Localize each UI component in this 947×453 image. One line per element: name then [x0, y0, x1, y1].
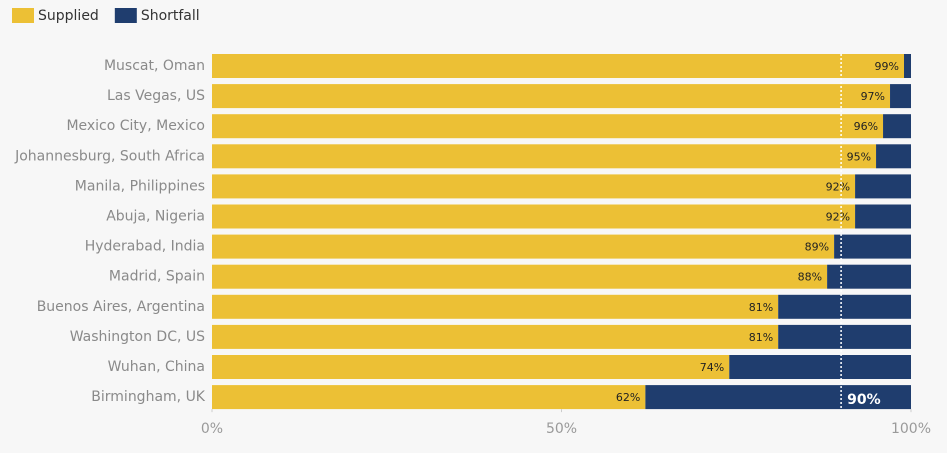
legend-label: Supplied	[38, 8, 99, 24]
bar-segment	[834, 234, 911, 259]
reference-label: 90%	[847, 392, 881, 408]
category-label: Madrid, Spain	[109, 269, 205, 285]
bar-segment	[778, 324, 911, 349]
bar-segment	[890, 84, 911, 109]
value-label: 62%	[616, 391, 640, 404]
legend-swatch	[114, 8, 137, 23]
bar-segment	[827, 264, 911, 289]
value-label: 81%	[749, 301, 773, 314]
bar-segment	[876, 144, 911, 169]
category-label: Manila, Philippines	[75, 178, 205, 194]
value-label: 89%	[805, 241, 829, 254]
bar-segment	[855, 174, 911, 199]
x-tick-label: 100%	[891, 421, 931, 437]
category-label: Mexico City, Mexico	[66, 118, 205, 134]
x-tick-label: 50%	[546, 421, 577, 437]
bar-segment	[212, 234, 835, 259]
bar-segment	[212, 324, 779, 349]
category-label: Hyderabad, India	[85, 239, 205, 255]
category-label: Birmingham, UK	[91, 389, 206, 405]
bar-segment	[212, 264, 828, 289]
category-label: Buenos Aires, Argentina	[37, 299, 205, 315]
bar-segment	[212, 144, 877, 169]
value-label: 92%	[826, 180, 850, 193]
value-label: 96%	[854, 120, 878, 133]
bar-segment	[904, 54, 911, 78]
value-label: 95%	[847, 150, 871, 163]
category-label: Washington DC, US	[70, 329, 205, 345]
category-label: Wuhan, China	[108, 359, 205, 375]
bar-segment	[212, 174, 856, 199]
legend-label: Shortfall	[141, 8, 200, 24]
bar-segment	[883, 114, 911, 139]
bar-segment	[212, 204, 856, 229]
value-label: 74%	[700, 361, 724, 374]
value-label: 97%	[861, 90, 885, 103]
bar-segment	[778, 294, 911, 319]
bar-segment	[212, 385, 646, 410]
bar-segment	[212, 54, 905, 78]
category-label: Muscat, Oman	[104, 58, 205, 74]
bar-segment	[645, 385, 911, 410]
bar-segment	[212, 355, 730, 379]
bar-segment	[729, 355, 911, 379]
category-label: Las Vegas, US	[107, 88, 205, 104]
value-label: 88%	[798, 271, 822, 284]
bar-segment	[212, 294, 779, 319]
value-label: 92%	[826, 211, 850, 224]
value-label: 81%	[749, 331, 773, 344]
value-label: 99%	[875, 60, 899, 73]
bar-segment	[855, 204, 911, 229]
legend-swatch	[12, 8, 34, 23]
x-tick-label: 0%	[201, 421, 223, 437]
bar-segment	[212, 84, 891, 109]
category-label: Johannesburg, South Africa	[14, 148, 205, 164]
category-label: Abuja, Nigeria	[106, 209, 205, 225]
bar-segment	[212, 114, 884, 139]
